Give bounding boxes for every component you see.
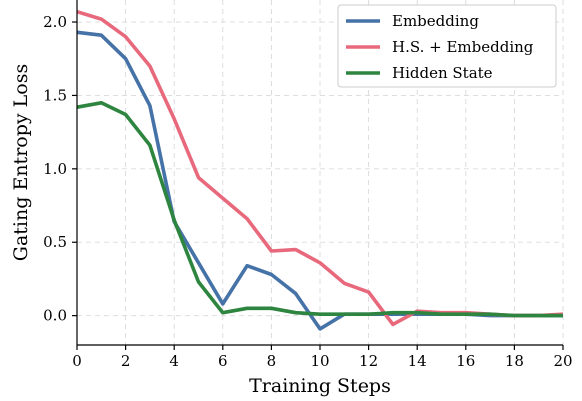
y-tick-label: 1.5: [43, 86, 67, 104]
x-tick-label: 0: [72, 352, 82, 370]
legend-label: Embedding: [392, 12, 479, 30]
x-tick-label: 8: [267, 352, 277, 370]
x-tick-label: 2: [121, 352, 131, 370]
axes: [72, 0, 564, 350]
legend: Embedding H.S. + Embedding Hidden State: [337, 4, 557, 88]
y-tick-label: 0.0: [43, 307, 67, 325]
x-tick-label: 20: [553, 352, 572, 370]
x-tick-label: 4: [169, 352, 179, 370]
series-line-2: [76, 101, 563, 318]
y-axis-label: Gating Entropy Loss: [10, 64, 32, 261]
legend-label: Hidden State: [392, 64, 493, 82]
y-tick-label: 0.5: [43, 233, 67, 251]
tick-labels: 0 2 4 6 8 10 12 14 16 18 20 0.0 0.5 1.0 1.5 2.0: [43, 13, 572, 370]
series-lines: [76, 9, 564, 331]
legend-label: H.S. + Embedding: [392, 38, 534, 56]
x-tick-label: 6: [218, 352, 228, 370]
x-tick-label: 12: [359, 352, 378, 370]
x-tick-label: 14: [408, 352, 427, 370]
y-tick-label: 1.0: [43, 160, 67, 178]
legend-box: [337, 4, 557, 88]
y-tick-label: 2.0: [43, 13, 67, 31]
x-tick-label: 10: [310, 352, 329, 370]
x-tick-label: 18: [505, 352, 524, 370]
x-axis-label: Training Steps: [249, 375, 391, 397]
x-tick-label: 16: [456, 352, 475, 370]
